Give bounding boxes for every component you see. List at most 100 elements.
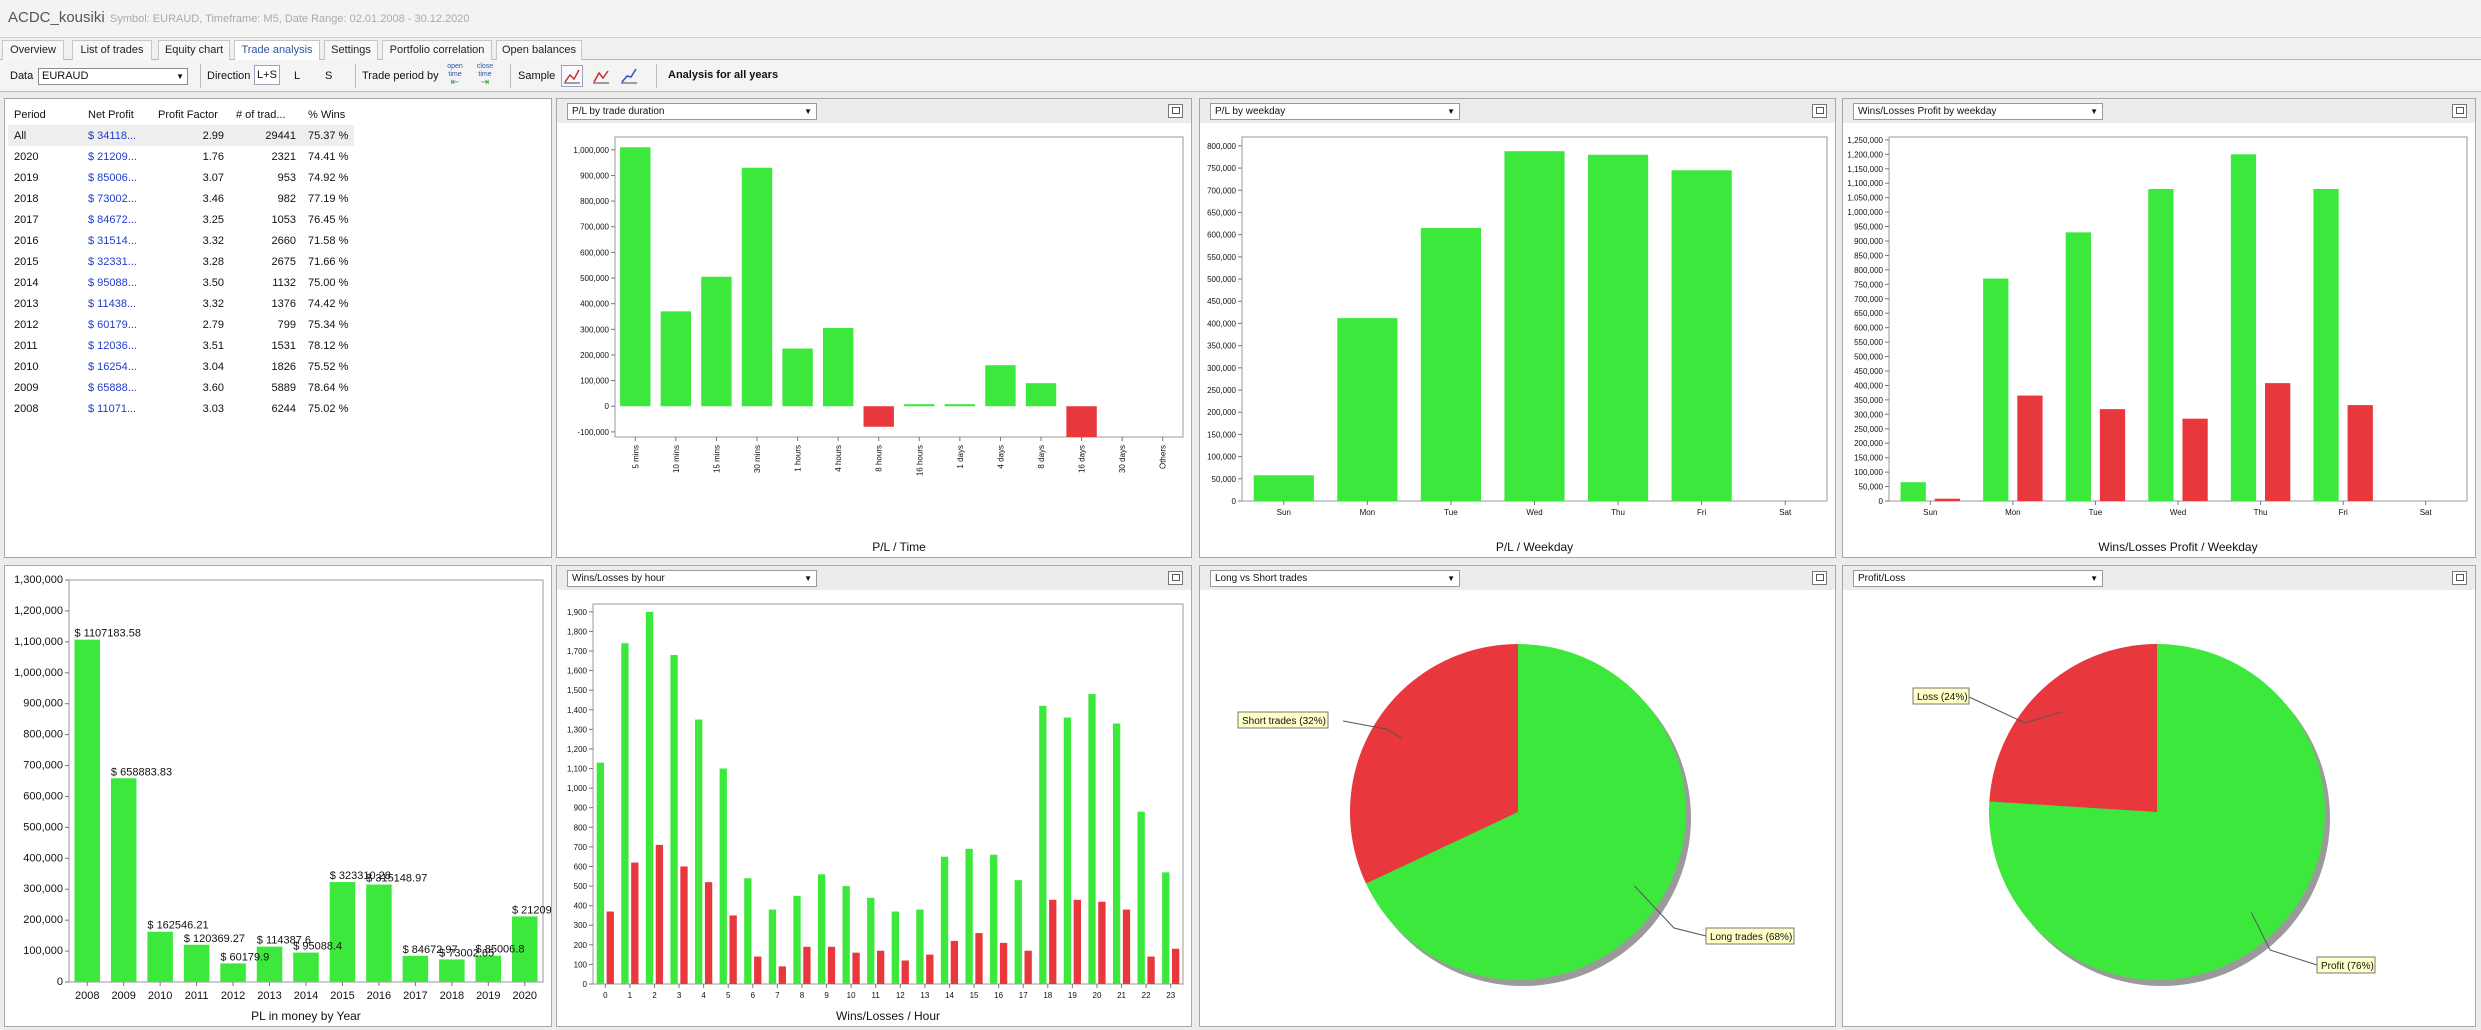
table-row[interactable]: All $ 34118... 2.99 29441 75.37 % bbox=[8, 125, 355, 146]
chart-type-select[interactable]: Long vs Short trades ▼ bbox=[1210, 570, 1460, 587]
y-tick-label: 200,000 bbox=[1207, 408, 1236, 417]
tab-open-balances[interactable]: Open balances bbox=[496, 40, 582, 60]
bar bbox=[655, 844, 664, 984]
x-tick-label: 8 hours bbox=[875, 445, 884, 472]
close-time-button[interactable]: close time ⇥ bbox=[472, 63, 498, 88]
data-select[interactable]: EURAUD ▼ bbox=[38, 68, 188, 85]
sample-out-chart-icon[interactable] bbox=[590, 65, 612, 87]
chart-type-select[interactable]: Profit/Loss ▼ bbox=[1853, 570, 2103, 587]
table-row[interactable]: 2008 $ 11071... 3.03 6244 75.02 % bbox=[8, 398, 354, 419]
tab-list-of-trades[interactable]: List of trades bbox=[72, 40, 152, 60]
table-row[interactable]: 2009 $ 65888... 3.60 5889 78.64 % bbox=[8, 377, 354, 398]
x-tick-label: Tue bbox=[1444, 508, 1458, 517]
maximize-icon[interactable] bbox=[1168, 571, 1183, 585]
cell-pct-wins: 71.66 % bbox=[308, 255, 349, 268]
open-time-button[interactable]: open time ⇤ bbox=[442, 63, 468, 88]
tab-overview[interactable]: Overview bbox=[2, 40, 64, 60]
x-tick-label: 2019 bbox=[476, 990, 500, 1002]
x-tick-label: 2015 bbox=[330, 990, 354, 1002]
bar bbox=[695, 719, 703, 984]
y-tick-label: 700,000 bbox=[1854, 295, 1883, 304]
table-row[interactable]: 2012 $ 60179... 2.79 799 75.34 % bbox=[8, 314, 354, 335]
y-tick-label: 800,000 bbox=[23, 729, 63, 741]
table-row[interactable]: 2016 $ 31514... 3.32 2660 71.58 % bbox=[8, 230, 354, 251]
maximize-icon[interactable] bbox=[2452, 104, 2467, 118]
divider bbox=[200, 64, 201, 88]
cell-profit-factor: 3.60 bbox=[202, 381, 224, 394]
x-tick-label: 19 bbox=[1068, 991, 1077, 1000]
tab-portfolio-correlation[interactable]: Portfolio correlation bbox=[382, 40, 492, 60]
table-row[interactable]: 2020 $ 21209... 1.76 2321 74.41 % bbox=[8, 146, 354, 167]
cell-pct-wins: 75.00 % bbox=[308, 276, 349, 289]
chart-panel-profit-loss: Profit/Loss ▼ Profit (76%) Loss (24%) bbox=[1842, 565, 2476, 1027]
direction-s-button[interactable]: S bbox=[325, 70, 333, 82]
bar bbox=[803, 946, 811, 984]
direction-l-button[interactable]: L bbox=[294, 70, 301, 82]
x-tick-label: Mon bbox=[1360, 508, 1376, 517]
x-tick-label: 8 bbox=[800, 991, 805, 1000]
y-tick-label: 900 bbox=[574, 804, 588, 813]
cell-profit-factor: 3.32 bbox=[202, 297, 224, 310]
y-tick-label: 1,200 bbox=[567, 745, 588, 754]
bar bbox=[916, 909, 924, 984]
table-row[interactable]: 2019 $ 85006... 3.07 953 74.92 % bbox=[8, 167, 354, 188]
cell-period: 2009 bbox=[14, 381, 39, 394]
header-period[interactable]: Period bbox=[14, 108, 46, 121]
x-tick-label: 11 bbox=[872, 991, 881, 1000]
data-label: $ 85006.8 bbox=[476, 944, 525, 956]
table-row[interactable]: 2018 $ 73002... 3.46 982 77.19 % bbox=[8, 188, 354, 209]
tab-equity-chart[interactable]: Equity chart bbox=[158, 40, 230, 60]
maximize-icon[interactable] bbox=[1812, 104, 1827, 118]
table-row[interactable]: 2014 $ 95088... 3.50 1132 75.00 % bbox=[8, 272, 354, 293]
bar bbox=[329, 882, 356, 982]
sample-in-chart-icon[interactable] bbox=[561, 65, 583, 87]
table-row[interactable]: 2010 $ 16254... 3.04 1826 75.52 % bbox=[8, 356, 354, 377]
cell-net-profit: $ 84672... bbox=[88, 213, 137, 226]
bar bbox=[1025, 383, 1057, 407]
chart-type-select[interactable]: P/L by trade duration ▼ bbox=[567, 103, 817, 120]
bar bbox=[110, 778, 137, 982]
table-row[interactable]: 2015 $ 32331... 3.28 2675 71.66 % bbox=[8, 251, 354, 272]
x-tick-label: 18 bbox=[1043, 991, 1052, 1000]
chart-type-select[interactable]: Wins/Losses by hour ▼ bbox=[567, 570, 817, 587]
cell-net-profit: $ 16254... bbox=[88, 360, 137, 373]
bar bbox=[1122, 909, 1131, 984]
chevron-down-icon: ▼ bbox=[804, 574, 812, 583]
table-row[interactable]: 2011 $ 12036... 3.51 1531 78.12 % bbox=[8, 335, 354, 356]
header-num-trades[interactable]: # of trad... bbox=[236, 108, 286, 121]
maximize-icon[interactable] bbox=[2452, 571, 2467, 585]
sample-all-chart-icon[interactable] bbox=[618, 65, 640, 87]
callout-line bbox=[1966, 695, 2063, 724]
x-tick-label: 4 days bbox=[996, 445, 1005, 469]
bar bbox=[1147, 956, 1155, 984]
tab-settings[interactable]: Settings bbox=[324, 40, 378, 60]
x-tick-label: 15 bbox=[970, 991, 979, 1000]
table-row[interactable]: 2013 $ 11438... 3.32 1376 74.42 % bbox=[8, 293, 354, 314]
table-row[interactable]: 2017 $ 84672... 3.25 1053 76.45 % bbox=[8, 209, 354, 230]
direction-ls-button[interactable]: L+S bbox=[254, 65, 280, 85]
toolbar: Data EURAUD ▼ Direction L+S L S Trade per… bbox=[0, 60, 2481, 92]
chart-panel-pl-weekday: P/L by weekday ▼ 0 50,000 100,000 150,000 200… bbox=[1199, 98, 1836, 558]
panel-header: P/L by weekday ▼ bbox=[1200, 99, 1835, 123]
chart-type-select[interactable]: Wins/Losses Profit by weekday ▼ bbox=[1853, 103, 2103, 120]
tab-trade-analysis[interactable]: Trade analysis bbox=[234, 40, 320, 60]
bar bbox=[1088, 694, 1096, 984]
bar bbox=[74, 639, 100, 982]
header-profit-factor[interactable]: Profit Factor bbox=[158, 108, 218, 121]
x-axis-label: P/L / Time bbox=[872, 540, 926, 554]
header-net-profit[interactable]: Net Profit bbox=[88, 108, 134, 121]
y-tick-label: 1,300 bbox=[567, 725, 588, 734]
y-tick-label: 900,000 bbox=[23, 698, 63, 710]
chart-type-select[interactable]: P/L by weekday ▼ bbox=[1210, 103, 1460, 120]
bar bbox=[1671, 170, 1732, 502]
header-pct-wins[interactable]: % Wins bbox=[308, 108, 346, 121]
bar bbox=[842, 886, 850, 984]
maximize-icon[interactable] bbox=[1168, 104, 1183, 118]
y-tick-label: 1,100 bbox=[567, 765, 588, 774]
cell-period: 2017 bbox=[14, 213, 39, 226]
x-tick-label: Sat bbox=[2420, 508, 2433, 517]
maximize-icon[interactable] bbox=[1812, 571, 1827, 585]
title-bar: ACDC_kousiki Symbol: EURAUD, Timeframe: … bbox=[0, 0, 2481, 38]
y-tick-label: 700,000 bbox=[23, 760, 63, 772]
bar bbox=[2099, 409, 2126, 501]
